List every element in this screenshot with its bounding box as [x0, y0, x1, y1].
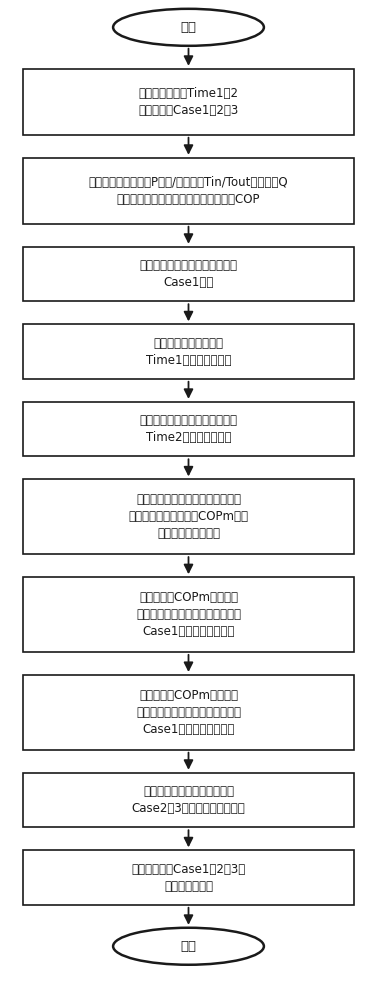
FancyBboxPatch shape	[23, 69, 354, 135]
Text: 调节人工环境实验室温湿度为
Case2、3工况，重复上述测试: 调节人工环境实验室温湿度为 Case2、3工况，重复上述测试	[132, 785, 245, 815]
Text: 调节人工环境实验室的温湿度为
Case1工况: 调节人工环境实验室的温湿度为 Case1工况	[139, 259, 238, 289]
Text: 总能效比（COPm）最大且
名义制热量损失系数最小的时刻为
Case1的最佳除霜控制点: 总能效比（COPm）最大且 名义制热量损失系数最小的时刻为 Case1的最佳除霜…	[136, 591, 241, 638]
Ellipse shape	[113, 9, 264, 46]
FancyBboxPatch shape	[23, 773, 354, 827]
FancyBboxPatch shape	[23, 577, 354, 652]
Ellipse shape	[113, 928, 264, 965]
FancyBboxPatch shape	[23, 675, 354, 750]
FancyBboxPatch shape	[23, 247, 354, 301]
Text: 开始: 开始	[181, 21, 196, 34]
Text: 结束: 结束	[181, 940, 196, 953]
Text: 读取记录：机组功率P、进/出水温度Tin/Tout、水流量Q
实时计算：机组瞬时制热量、机组瞬时COP: 读取记录：机组功率P、进/出水温度Tin/Tout、水流量Q 实时计算：机组瞬时…	[89, 176, 288, 206]
Text: 总能效比（COPm）最大且
名义制热量损失系数最小的时刻为
Case1的最佳除霜控制点: 总能效比（COPm）最大且 名义制热量损失系数最小的时刻为 Case1的最佳除霜…	[136, 689, 241, 736]
Text: 待上次除霜结束后持续制热运行
Time2时进行除霜操作: 待上次除霜结束后持续制热运行 Time2时进行除霜操作	[139, 414, 238, 444]
FancyBboxPatch shape	[23, 850, 354, 905]
FancyBboxPatch shape	[23, 158, 354, 224]
Text: 设定运行时长：Time1、2
确定工况：Case1、2、3: 设定运行时长：Time1、2 确定工况：Case1、2、3	[138, 87, 239, 117]
FancyBboxPatch shape	[23, 479, 354, 554]
FancyBboxPatch shape	[23, 402, 354, 456]
FancyBboxPatch shape	[23, 324, 354, 379]
Text: 保持正常持续制热运行
Time1时进行除霜操作: 保持正常持续制热运行 Time1时进行除霜操作	[146, 337, 231, 367]
Text: 输出测试工况Case1、2、3的
最佳除霜控制点: 输出测试工况Case1、2、3的 最佳除霜控制点	[131, 863, 246, 893]
Text: 以两个完整结除霜过程数据为样本
计算逐分钟总能效比（COPm）与
名义制热量损失系数: 以两个完整结除霜过程数据为样本 计算逐分钟总能效比（COPm）与 名义制热量损失…	[129, 493, 248, 540]
